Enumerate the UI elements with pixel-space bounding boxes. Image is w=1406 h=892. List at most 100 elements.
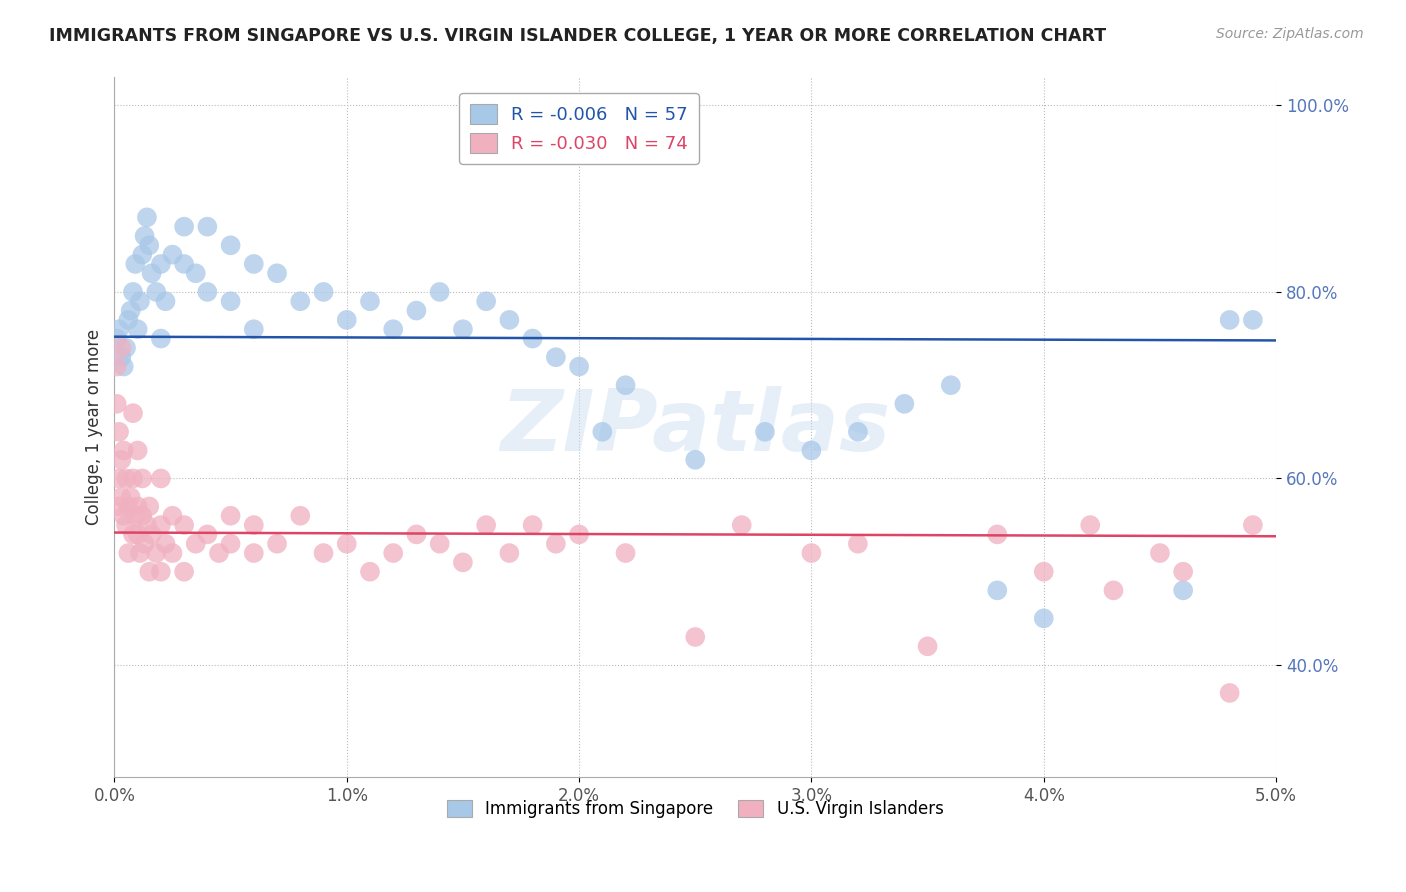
Point [683,452,706,467]
Point [475,294,498,309]
Point [149,518,172,533]
Point [195,527,218,541]
Point [129,546,152,560]
Point [359,565,381,579]
Text: ZIPatlas: ZIPatlas [501,385,890,468]
Point [266,537,288,551]
Point [290,294,312,309]
Point [986,583,1008,598]
Point [591,425,613,439]
Point [475,518,498,533]
Point [451,322,474,336]
Point [846,425,869,439]
Point [336,313,359,327]
Point [138,500,160,514]
Point [124,257,146,271]
Point [131,471,153,485]
Point [336,537,359,551]
Point [127,322,149,336]
Point [122,285,145,299]
Point [731,518,754,533]
Point [138,238,160,252]
Point [208,546,231,560]
Point [162,508,184,523]
Point [131,247,153,261]
Point [498,546,520,560]
Point [105,397,128,411]
Point [893,397,915,411]
Point [498,313,520,327]
Point [290,508,312,523]
Point [115,518,138,533]
Point [110,490,132,504]
Point [184,266,207,280]
Point [243,518,266,533]
Point [149,257,172,271]
Point [1219,313,1241,327]
Point [138,565,160,579]
Point [243,257,266,271]
Point [243,322,266,336]
Point [683,630,706,644]
Point [429,285,451,299]
Text: IMMIGRANTS FROM SINGAPORE VS U.S. VIRGIN ISLANDER COLLEGE, 1 YEAR OR MORE CORREL: IMMIGRANTS FROM SINGAPORE VS U.S. VIRGIN… [49,27,1107,45]
Point [110,452,132,467]
Point [110,350,132,364]
Point [155,537,177,551]
Point [184,537,207,551]
Point [117,500,139,514]
Point [312,546,335,560]
Point [219,294,242,309]
Point [112,443,135,458]
Point [382,322,405,336]
Point [1149,546,1171,560]
Point [173,565,195,579]
Point [162,546,184,560]
Point [108,471,131,485]
Point [243,546,266,560]
Point [1078,518,1101,533]
Legend: Immigrants from Singapore, U.S. Virgin Islanders: Immigrants from Singapore, U.S. Virgin I… [440,793,950,824]
Point [544,350,567,364]
Point [112,508,135,523]
Point [359,294,381,309]
Point [115,341,138,355]
Point [219,508,242,523]
Point [544,537,567,551]
Point [108,322,131,336]
Point [117,313,139,327]
Point [105,332,128,346]
Point [939,378,962,392]
Point [105,359,128,374]
Point [1241,313,1264,327]
Point [1173,565,1195,579]
Point [110,341,132,355]
Point [405,303,427,318]
Point [219,537,242,551]
Point [568,359,591,374]
Point [312,285,335,299]
Point [614,546,637,560]
Point [162,247,184,261]
Point [382,546,405,560]
Point [451,555,474,569]
Point [122,406,145,420]
Point [800,546,823,560]
Point [112,359,135,374]
Point [195,219,218,234]
Point [120,303,142,318]
Point [115,471,138,485]
Point [522,332,544,346]
Point [846,537,869,551]
Point [136,518,159,533]
Point [136,211,159,225]
Point [1032,565,1054,579]
Point [127,500,149,514]
Point [1102,583,1125,598]
Y-axis label: College, 1 year or more: College, 1 year or more [86,329,103,525]
Point [122,471,145,485]
Text: Source: ZipAtlas.com: Source: ZipAtlas.com [1216,27,1364,41]
Point [129,294,152,309]
Point [145,285,167,299]
Point [141,266,163,280]
